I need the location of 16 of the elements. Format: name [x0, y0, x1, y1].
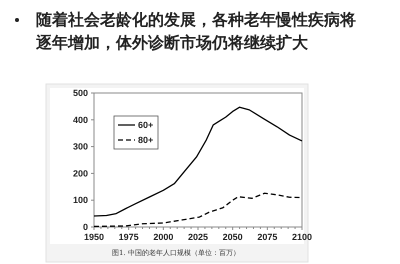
- y-tick-label: 400: [72, 114, 88, 125]
- x-tick-label: 1975: [118, 232, 139, 242]
- x-tick-label: 1950: [84, 232, 104, 242]
- y-tick-label: 200: [72, 168, 88, 178]
- y-tick-label: 500: [72, 88, 88, 98]
- y-tick-label: 0: [82, 222, 88, 232]
- legend-label: 60+: [138, 120, 154, 130]
- x-tick-label: 2050: [222, 232, 243, 242]
- y-tick-label: 300: [72, 142, 88, 152]
- title: 随着社会老龄化的发展，各种老年慢性疾病将逐年增加，体外诊断市场仍将继续扩大: [36, 9, 357, 54]
- x-tick-label: 2025: [188, 232, 208, 242]
- x-tick-label: 2075: [257, 232, 278, 242]
- x-tick-label: 2100: [292, 232, 312, 242]
- x-tick-label: 2000: [153, 232, 174, 242]
- y-tick-label: 100: [72, 195, 88, 206]
- legend-label: 80+: [138, 135, 154, 145]
